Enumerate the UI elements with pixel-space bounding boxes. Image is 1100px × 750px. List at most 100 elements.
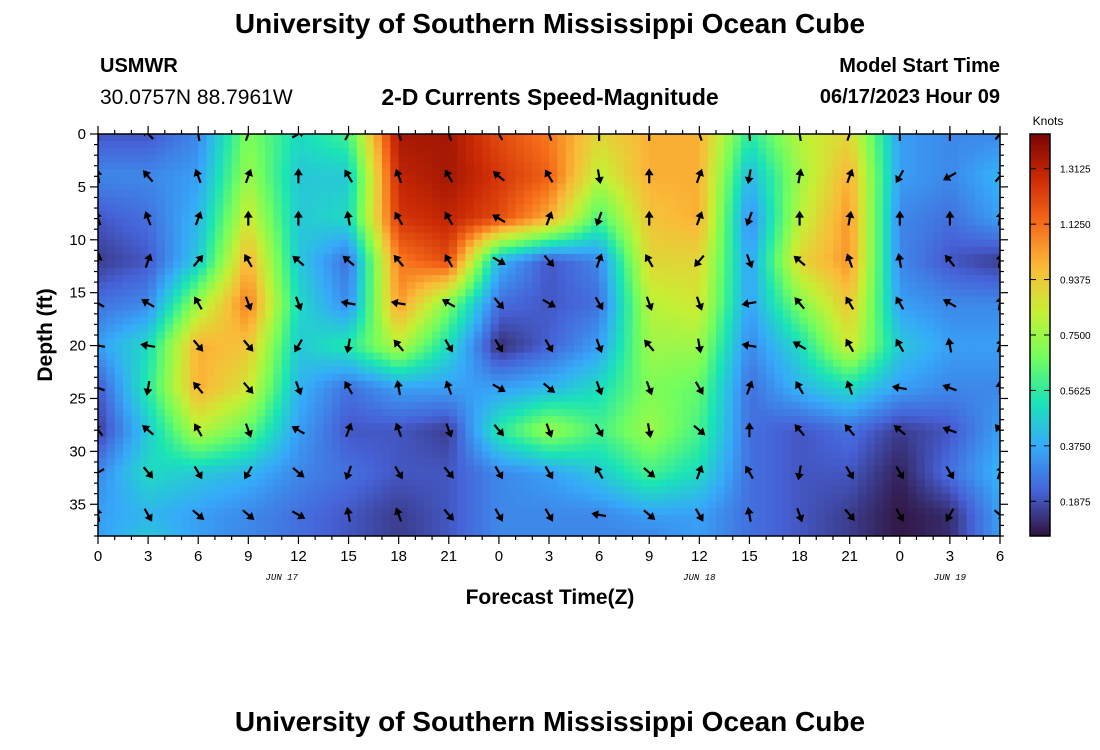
heatmap-cell (674, 394, 684, 403)
heatmap-cell (974, 317, 984, 326)
heatmap-cell (298, 380, 308, 389)
heatmap-cell (181, 402, 191, 410)
heatmap-cell (599, 416, 609, 424)
heatmap-cell (749, 268, 759, 276)
heatmap-cell (933, 317, 943, 326)
heatmap-cell (699, 359, 709, 368)
heatmap-cell (473, 324, 483, 333)
heatmap-cell (248, 253, 258, 262)
heatmap-cell (473, 373, 483, 382)
heatmap-cell (690, 366, 700, 375)
heatmap-cell (599, 359, 609, 368)
heatmap-cell (214, 162, 224, 170)
heatmap-cell (365, 282, 375, 290)
heatmap-cell (665, 331, 675, 340)
heatmap-cell (732, 331, 742, 340)
heatmap-cell (974, 176, 984, 184)
heatmap-cell (106, 176, 116, 184)
heatmap-cell (331, 211, 341, 220)
heatmap-cell (181, 239, 191, 248)
heatmap-cell (490, 303, 500, 311)
heatmap-cell (457, 324, 467, 333)
heatmap-cell (248, 437, 258, 445)
heatmap-cell (832, 366, 842, 375)
heatmap-cell (98, 437, 107, 445)
heatmap-cell (273, 253, 283, 262)
heatmap-cell (933, 303, 943, 311)
heatmap-cell (649, 148, 659, 156)
heatmap-cell (933, 183, 943, 192)
heatmap-cell (699, 197, 709, 206)
heatmap-cell (707, 444, 717, 452)
heatmap-cell (983, 268, 993, 276)
heatmap-cell (899, 451, 909, 460)
heatmap-cell (883, 359, 893, 368)
heatmap-cell (223, 451, 233, 460)
heatmap-cell (256, 359, 266, 368)
heatmap-cell (582, 373, 592, 382)
heatmap-cell (206, 260, 216, 269)
heatmap-cell (858, 338, 867, 347)
heatmap-cell (164, 289, 174, 297)
heatmap-cell (448, 451, 458, 460)
heatmap-cell (223, 373, 233, 382)
heatmap-cell (540, 324, 550, 333)
heatmap-cell (549, 253, 558, 262)
heatmap-cell (457, 176, 467, 184)
heatmap-cell (891, 303, 901, 311)
heatmap-cell (799, 373, 809, 382)
heatmap-cell (540, 246, 550, 255)
heatmap-cell (423, 366, 433, 375)
heatmap-cell (941, 246, 951, 255)
heatmap-cell (858, 169, 867, 177)
heatmap-cell (323, 204, 333, 213)
heatmap-cell (966, 260, 976, 269)
heatmap-cell (457, 232, 467, 241)
heatmap-cell (949, 444, 959, 452)
heatmap-cell (799, 282, 809, 290)
heatmap-cell (523, 141, 533, 149)
heatmap-cell (933, 268, 943, 276)
heatmap-cell (432, 373, 442, 382)
heatmap-cell (248, 296, 258, 304)
heatmap-cell (315, 409, 325, 417)
heatmap-cell (941, 225, 951, 234)
heatmap-cell (532, 296, 542, 304)
heatmap-cell (306, 444, 316, 452)
heatmap-cell (649, 211, 659, 220)
heatmap-cell (306, 141, 316, 149)
page-title: University of Southern Mississippi Ocean… (234, 8, 866, 39)
heatmap-cell (899, 394, 909, 403)
heatmap-cell (473, 260, 483, 269)
heatmap-cell (465, 275, 475, 283)
heatmap-cell (365, 141, 375, 149)
heatmap-cell (164, 324, 174, 333)
heatmap-cell (866, 211, 876, 220)
heatmap-cell (482, 197, 492, 206)
heatmap-cell (448, 268, 458, 276)
heatmap-cell (816, 437, 826, 445)
heatmap-cell (565, 430, 575, 438)
heatmap-cell (674, 155, 684, 163)
heatmap-cell (106, 169, 116, 177)
heatmap-cell (331, 190, 341, 199)
heatmap-cell (365, 430, 375, 438)
heatmap-cell (498, 211, 508, 220)
heatmap-cell (148, 289, 158, 297)
heatmap-cell (690, 444, 700, 452)
heatmap-cell (432, 317, 442, 326)
heatmap-cell (874, 366, 884, 375)
heatmap-cell (799, 169, 809, 177)
heatmap-cell (498, 268, 508, 276)
heatmap-cell (791, 190, 801, 199)
heatmap-cell (732, 402, 742, 410)
heatmap-cell (457, 444, 467, 452)
heatmap-cell (532, 359, 542, 368)
heatmap-cell (707, 430, 717, 438)
heatmap-cell (114, 423, 124, 431)
heatmap-cell (924, 394, 934, 403)
heatmap-cell (415, 394, 425, 403)
heatmap-cell (883, 373, 893, 382)
heatmap-cell (607, 253, 617, 262)
